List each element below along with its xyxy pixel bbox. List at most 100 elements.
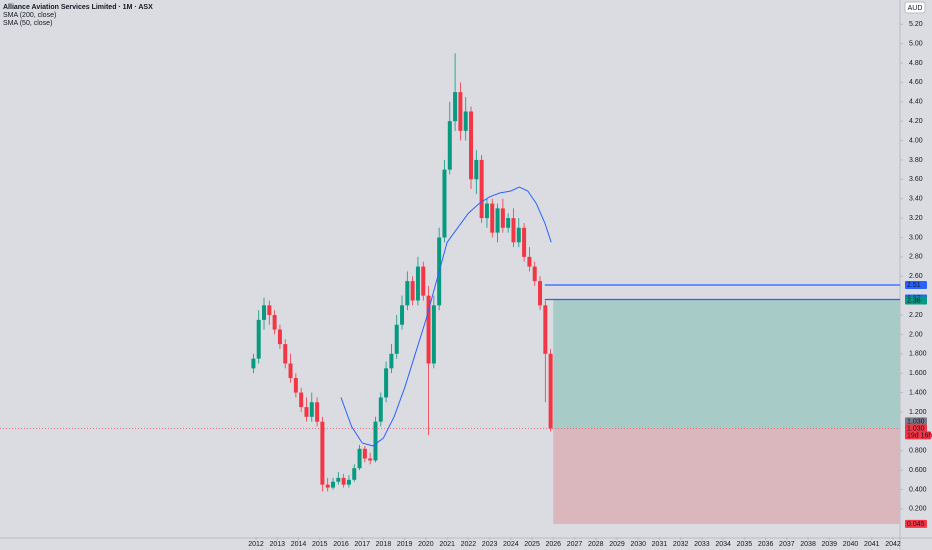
price-label: 0.045 xyxy=(907,521,925,528)
x-tick-label: 2018 xyxy=(376,541,392,548)
x-tick-label: 2012 xyxy=(248,541,264,548)
x-tick-label: 2030 xyxy=(630,541,646,548)
price-label: 1.030 xyxy=(907,425,925,432)
candle-body xyxy=(325,484,330,488)
y-tick-label: 0.400 xyxy=(909,486,927,493)
price-label: 1.030 xyxy=(907,418,925,425)
y-tick-label: 4.40 xyxy=(909,99,923,106)
candle-body xyxy=(299,392,304,408)
x-tick-label: 2024 xyxy=(503,541,519,548)
candle-body xyxy=(405,281,410,306)
loss-zone xyxy=(553,428,900,524)
x-tick-label: 2040 xyxy=(843,541,859,548)
candle-body xyxy=(362,448,367,459)
y-tick-label: 3.20 xyxy=(909,215,923,222)
x-tick-label: 2022 xyxy=(461,541,477,548)
y-tick-label: 1.600 xyxy=(909,370,927,377)
indicator-label: SMA (50, close) xyxy=(3,20,52,27)
price-label-box xyxy=(905,424,927,433)
candle-body xyxy=(283,344,288,364)
candle-body xyxy=(304,407,309,417)
candle-body xyxy=(474,159,479,180)
x-tick-label: 2029 xyxy=(609,541,625,548)
candle-body xyxy=(442,169,447,238)
candle-body xyxy=(272,315,277,330)
x-tick-label: 2020 xyxy=(418,541,434,548)
candle-body xyxy=(484,203,489,219)
countdown: 19d 16h xyxy=(907,432,932,439)
chart-title: Alliance Aviation Services Limited · 1M … xyxy=(3,4,153,11)
currency-box[interactable] xyxy=(904,1,926,14)
y-tick-label: 2.20 xyxy=(909,312,923,319)
price-label: 2.51 xyxy=(907,282,921,289)
candle-body xyxy=(426,295,431,364)
x-tick-label: 2028 xyxy=(588,541,604,548)
y-tick-label: 2.00 xyxy=(909,331,923,338)
y-tick-label: 0.600 xyxy=(909,467,927,474)
price-label-box xyxy=(905,519,927,528)
candle-body xyxy=(548,353,553,429)
candle-body xyxy=(400,305,405,325)
candle-body xyxy=(431,305,436,364)
candle-body xyxy=(346,479,351,485)
x-tick-label: 2042 xyxy=(885,541,901,548)
candle-body xyxy=(336,477,341,482)
x-tick-label: 2036 xyxy=(758,541,774,548)
sma-line xyxy=(340,186,552,447)
plot xyxy=(0,53,900,524)
candle-body xyxy=(256,319,261,359)
y-tick-label: 4.80 xyxy=(909,60,923,67)
x-tick-label: 2013 xyxy=(269,541,285,548)
candle-body xyxy=(352,468,357,480)
y-tick-label: 1.200 xyxy=(909,409,927,416)
candle-body xyxy=(500,208,505,228)
candle-body xyxy=(447,121,452,170)
candle-body xyxy=(251,358,256,369)
candle-body xyxy=(394,324,399,354)
candle-body xyxy=(315,402,320,422)
currency[interactable]: AUD xyxy=(908,5,923,12)
y-tick-label: 4.60 xyxy=(909,79,923,86)
x-tick-label: 2023 xyxy=(482,541,498,548)
x-tick-label: 2038 xyxy=(800,541,816,548)
x-tick-label: 2016 xyxy=(333,541,349,548)
candle-body xyxy=(341,477,346,485)
candle-body xyxy=(469,111,474,180)
y-tick-label: 5.00 xyxy=(909,40,923,47)
x-tick-label: 2031 xyxy=(652,541,668,548)
candle-body xyxy=(495,208,500,233)
x-tick-label: 2035 xyxy=(737,541,753,548)
x-tick-label: 2034 xyxy=(715,541,731,548)
y-tick-label: 2.80 xyxy=(909,254,923,261)
candle-body xyxy=(543,305,548,354)
candle-body xyxy=(532,266,537,282)
candle-body xyxy=(415,266,420,301)
x-tick-label: 2015 xyxy=(312,541,328,548)
candle-body xyxy=(421,266,426,296)
x-tick-label: 2014 xyxy=(291,541,307,548)
candle-body xyxy=(490,203,495,233)
x-tick-label: 2039 xyxy=(822,541,838,548)
price-label-box xyxy=(905,417,927,426)
x-tick-label: 2025 xyxy=(524,541,540,548)
candle-body xyxy=(389,353,394,369)
x-tick-label: 2027 xyxy=(567,541,583,548)
candle-body xyxy=(378,397,383,422)
candle-body xyxy=(368,458,373,461)
candle-body xyxy=(522,227,527,257)
candle-body xyxy=(320,421,325,485)
candle-body xyxy=(463,111,468,131)
y-tick-label: 4.00 xyxy=(909,137,923,144)
price-label-box xyxy=(905,296,927,305)
y-tick-label: 3.40 xyxy=(909,196,923,203)
candle-body xyxy=(331,481,336,488)
x-tick-label: 2017 xyxy=(354,541,370,548)
countdown-box xyxy=(905,431,931,440)
candle-body xyxy=(288,363,293,379)
y-tick-label: 0.800 xyxy=(909,448,927,455)
x-tick-label: 2033 xyxy=(694,541,710,548)
candle-body xyxy=(373,421,378,461)
y-tick-label: 3.80 xyxy=(909,157,923,164)
x-tick-label: 2026 xyxy=(546,541,562,548)
y-tick-label: 4.20 xyxy=(909,118,923,125)
